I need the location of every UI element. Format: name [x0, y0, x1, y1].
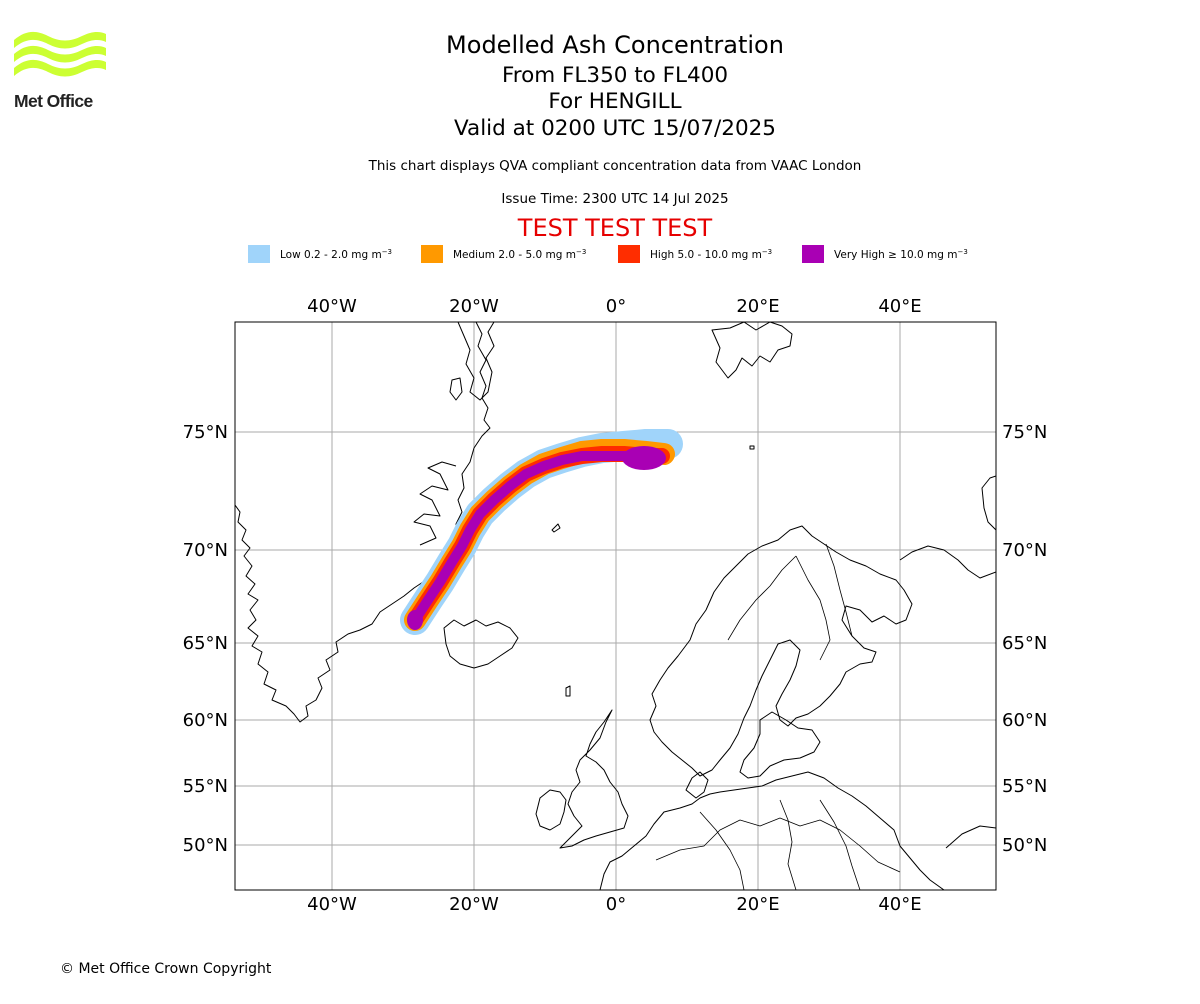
- concentration-legend: Low 0.2 - 2.0 mg m−3 Medium 2.0 - 5.0 mg…: [0, 244, 1200, 264]
- legend-item-low: Low 0.2 - 2.0 mg m−3: [248, 244, 392, 264]
- lat-label-right-60n: 60°N: [1002, 710, 1047, 731]
- legend-swatch-high: [618, 245, 640, 263]
- lat-label-left-75n: 75°N: [183, 422, 228, 443]
- lat-label-right-65n: 65°N: [1002, 633, 1047, 654]
- coastline-baltic: [739, 711, 821, 779]
- lon-label-top-40w: 40°W: [307, 296, 357, 317]
- legend-swatch-very-high: [802, 245, 824, 263]
- border-europe-internal-3: [779, 799, 797, 890]
- lat-label-left-65n: 65°N: [183, 633, 228, 654]
- coastline-jan-mayen: [551, 523, 561, 533]
- legend-label-medium: Medium 2.0 - 5.0 mg m−3: [453, 247, 587, 261]
- lon-label-bottom-20e: 20°E: [736, 894, 779, 915]
- coastline-greenland-north: [457, 322, 495, 401]
- compliance-note: This chart displays QVA compliant concen…: [368, 158, 862, 174]
- lon-labels-top: 40°W 20°W 0° 20°E 40°E: [307, 296, 921, 317]
- valid-time: Valid at 0200 UTC 15/07/2025: [453, 116, 776, 141]
- lat-label-right-70n: 70°N: [1002, 540, 1047, 561]
- copyright-notice: © Met Office Crown Copyright: [60, 961, 272, 977]
- met-office-logo: Met Office: [14, 30, 106, 112]
- gridlines: [235, 322, 996, 890]
- coastline-svalbard: [711, 322, 793, 379]
- coastline-east-greenland-island: [449, 377, 463, 401]
- volcano-name: For HENGILL: [548, 89, 682, 114]
- coastline-continental-europe: [599, 771, 945, 890]
- lat-label-left-60n: 60°N: [183, 710, 228, 731]
- lat-label-right-55n: 55°N: [1002, 776, 1047, 797]
- flight-level-range: From FL350 to FL400: [501, 63, 729, 88]
- legend-item-high: High 5.0 - 10.0 mg m−3: [618, 244, 772, 264]
- border-norway-sweden: [727, 555, 797, 641]
- issue-time: Issue Time: 2300 UTC 14 Jul 2025: [501, 191, 729, 207]
- chart-title: Modelled Ash Concentration: [446, 31, 784, 59]
- legend-label-high: High 5.0 - 10.0 mg m−3: [650, 247, 773, 261]
- border-europe-internal: [655, 817, 901, 873]
- met-office-waves-icon: [14, 31, 106, 77]
- coastline-bear-island: [749, 445, 755, 450]
- coastline-greenland-fjords: [413, 461, 457, 546]
- lat-label-left-50n: 50°N: [183, 835, 228, 856]
- lon-label-bottom-0: 0°: [606, 894, 626, 915]
- lon-label-top-0: 0°: [606, 296, 626, 317]
- coastline-norway-sweden: [649, 525, 913, 777]
- logo-text: Met Office: [14, 91, 93, 111]
- legend-label-low: Low 0.2 - 2.0 mg m−3: [280, 247, 393, 261]
- lon-label-bottom-20w: 20°W: [449, 894, 499, 915]
- lat-label-right-50n: 50°N: [1002, 835, 1047, 856]
- lon-label-top-40e: 40°E: [878, 296, 921, 317]
- ash-plume: [400, 429, 683, 635]
- lat-label-left-70n: 70°N: [183, 540, 228, 561]
- lat-labels-right: 75°N 70°N 65°N 60°N 55°N 50°N: [1002, 422, 1047, 856]
- coastline-iceland: [443, 619, 519, 669]
- coastline-novaya-zemlya: [981, 475, 996, 531]
- lon-label-top-20e: 20°E: [736, 296, 779, 317]
- lat-label-left-55n: 55°N: [183, 776, 228, 797]
- coastline-faroe: [565, 685, 571, 697]
- coastline-great-britain: [559, 709, 629, 849]
- coastline-denmark: [685, 771, 709, 799]
- border-europe-internal-4: [819, 799, 861, 890]
- lon-label-bottom-40w: 40°W: [307, 894, 357, 915]
- lon-label-bottom-40e: 40°E: [878, 894, 921, 915]
- lat-labels-left: 75°N 70°N 65°N 60°N 55°N 50°N: [183, 422, 228, 856]
- coastline-ireland: [535, 789, 567, 831]
- plume-very-high: [410, 451, 665, 625]
- coastline-black-sea: [945, 825, 996, 849]
- lat-label-right-75n: 75°N: [1002, 422, 1047, 443]
- legend-label-very-high: Very High ≥ 10.0 mg m−3: [834, 247, 968, 261]
- plume-very-high-core: [622, 446, 666, 470]
- test-banner: TEST TEST TEST: [517, 214, 713, 242]
- legend-item-very-high: Very High ≥ 10.0 mg m−3: [802, 244, 968, 264]
- coastline-greenland: [235, 322, 491, 723]
- coastline-kola: [899, 545, 996, 579]
- lon-label-top-20w: 20°W: [449, 296, 499, 317]
- coastlines: [235, 322, 996, 890]
- border-sweden-finland: [795, 555, 831, 661]
- border-europe-internal-2: [699, 811, 745, 890]
- legend-item-medium: Medium 2.0 - 5.0 mg m−3: [421, 244, 586, 264]
- legend-swatch-low: [248, 245, 270, 263]
- map-frame: [234, 321, 997, 891]
- lon-labels-bottom: 40°W 20°W 0° 20°E 40°E: [307, 894, 921, 915]
- border-finland-russia: [825, 543, 853, 637]
- legend-swatch-medium: [421, 245, 443, 263]
- plume-source: [407, 610, 423, 630]
